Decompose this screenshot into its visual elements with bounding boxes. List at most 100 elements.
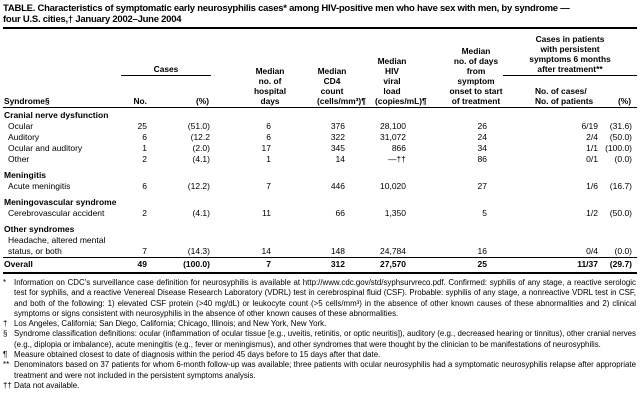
footnote: ** Denominators based on 37 patients for… (3, 360, 637, 381)
cell-cases-no: 25 (137, 121, 147, 131)
cell-days-to-treatment: 25 (409, 257, 503, 274)
col-header-days-to-treatment: Median no. of days from symptom onset to… (409, 34, 503, 108)
cell-ratio-pct: (0.0) (614, 154, 633, 164)
footnote: †† Data not available. (3, 381, 637, 391)
footnotes: * Information on CDC's surveillance case… (3, 278, 637, 391)
cell-days-to-treatment: 27 (477, 181, 487, 191)
footnote-text: Los Angeles, California; San Diego, Cali… (14, 319, 327, 329)
cell-cd4-count: 14 (335, 154, 345, 164)
section-label: Cranial nerve dysfunction (4, 110, 109, 120)
footnote-marker: § (3, 329, 8, 339)
row-label: Cerebrovascular accident (8, 208, 105, 218)
cell-ratio-pct: (100.0) (605, 143, 633, 153)
row-label: Acute meningitis (8, 181, 71, 191)
table-page: TABLE. Characteristics of symptomatic ea… (3, 3, 638, 391)
table-row: Acute meningitis 6 (12.2) 7 446 10,020 2… (3, 181, 637, 192)
table-body: Cranial nerve dysfunction Ocular 25 (51.… (3, 108, 638, 274)
cell-cases-ratio: 6/19 (581, 121, 598, 131)
cell-hospital-days: 7 (211, 257, 289, 274)
cell-cases-pct: (4.1) (192, 154, 210, 164)
cell-cases-ratio: 1/2 (586, 208, 598, 218)
col-header-cases-pct: (%) (151, 75, 211, 108)
section-label: Meningitis (4, 170, 47, 180)
cell-cases-no: 7 (142, 246, 147, 256)
cell-cases-pct: (14.3) (187, 246, 210, 256)
cell-hospital-days: 7 (266, 181, 271, 191)
cell-cases-ratio: 0/4 (586, 246, 598, 256)
cell-cases-pct: (2.0) (192, 143, 210, 153)
cell-cases-no: 2 (142, 208, 147, 218)
footnote-text: Denominators based on 37 patients for wh… (14, 360, 636, 380)
cell-cases-pct: (100.0) (151, 257, 211, 274)
cell-cases-no: 6 (142, 132, 147, 142)
row-label: Ocular (8, 121, 34, 131)
cell-cd4-count: 345 (330, 143, 345, 153)
cell-ratio-pct: (31.6) (609, 121, 633, 131)
cell-viral-load: 24,784 (380, 246, 406, 256)
col-group-persistent-symptoms: Cases in patients with persistent sympto… (503, 34, 638, 76)
cell-cases-ratio: 0/1 (586, 154, 598, 164)
col-header-viral-load: Median HIV viral load (copies/mL)¶ (347, 34, 427, 108)
cell-ratio-pct: (16.7) (609, 181, 633, 191)
cell-hospital-days: 1 (266, 154, 271, 164)
cell-cd4-count: 446 (330, 181, 345, 191)
cell-days-to-treatment: 16 (477, 246, 487, 256)
col-header-cd4-count: Median CD4 count (cells/mm³)¶ (289, 34, 366, 108)
table-title: TABLE. Characteristics of symptomatic ea… (3, 3, 570, 25)
cell-cases-no: 6 (142, 181, 147, 191)
col-header-hospital-days: Median no. of hospital days (211, 34, 289, 108)
footnote: ¶ Measure obtained closest to date of di… (3, 350, 637, 360)
cell-cases-pct: (51.0) (187, 121, 210, 131)
cell-cd4-count: 148 (330, 246, 345, 256)
cell-cd4-count: 322 (330, 132, 345, 142)
footnote-marker: ¶ (3, 350, 8, 360)
cell-hospital-days: 17 (261, 143, 271, 153)
cell-days-to-treatment: 5 (482, 208, 487, 218)
cell-hospital-days: 11 (262, 208, 271, 218)
cell-ratio-pct: (50.0) (609, 132, 633, 142)
col-header-ratio-pct: (%) (599, 75, 638, 108)
cell-ratio-pct: (50.0) (609, 208, 633, 218)
cell-cd4-count: 312 (289, 257, 347, 274)
table-row: Cerebrovascular accident 2 (4.1) 11 66 1… (3, 208, 637, 219)
col-header-cases-ratio: No. of cases/ No. of patients (503, 75, 599, 108)
cell-viral-load: 31,072 (380, 132, 406, 142)
cell-viral-load: —†† (388, 154, 406, 164)
cell-cases-no: 2 (142, 154, 147, 164)
col-group-cases: Cases (121, 34, 211, 76)
cell-ratio-pct: (29.7) (599, 257, 638, 274)
cell-viral-load: 866 (391, 143, 406, 153)
footnote-marker: ** (3, 360, 10, 370)
cell-cases-pct: (12.2 (190, 132, 210, 142)
table-row: Ocular and auditory 1 (2.0) 17 345 866 3… (3, 143, 637, 154)
cell-days-to-treatment: 86 (477, 154, 487, 164)
syndrome-table: Syndrome§ Cases Median no. of hospital d… (3, 34, 638, 274)
row-label: Headache, altered mental status, or both (8, 235, 106, 256)
cell-cases-no: 1 (142, 143, 147, 153)
footnote-marker: † (3, 319, 8, 329)
table-row-section: Meningitis (3, 165, 637, 181)
cell-viral-load: 1,350 (384, 208, 406, 218)
table-row-section: Cranial nerve dysfunction (3, 108, 637, 122)
footnote-text: Syndrome classification definitions: ocu… (14, 329, 636, 349)
table-row-section: Other syndromes (3, 219, 637, 235)
table-row-section: Meningovascular syndrome (3, 192, 637, 208)
row-label: Auditory (8, 132, 40, 142)
cell-cases-ratio: 1/6 (586, 181, 598, 191)
table-row: Other 2 (4.1) 1 14 —†† 86 0/1 (0.0) (3, 154, 637, 165)
table-row: Auditory 6 (12.2 6 322 31,072 24 2/4 (50… (3, 132, 637, 143)
section-label: Other syndromes (4, 224, 75, 234)
cell-cases-pct: (4.1) (192, 208, 210, 218)
header-row-sub: No. (%) No. of cases/ No. of patients (%… (3, 75, 638, 108)
footnote: † Los Angeles, California; San Diego, Ca… (3, 319, 637, 329)
cell-cd4-count: 376 (330, 121, 345, 131)
col-header-cases-no: No. (121, 75, 151, 108)
cell-cd4-count: 66 (335, 208, 345, 218)
title-rule (3, 27, 637, 29)
cell-days-to-treatment: 24 (477, 132, 487, 142)
cell-hospital-days: 6 (266, 121, 271, 131)
cell-hospital-days: 14 (261, 246, 271, 256)
cell-viral-load: 27,570 (347, 257, 409, 274)
table-header: Syndrome§ Cases Median no. of hospital d… (3, 34, 638, 108)
footnote: * Information on CDC's surveillance case… (3, 278, 637, 319)
